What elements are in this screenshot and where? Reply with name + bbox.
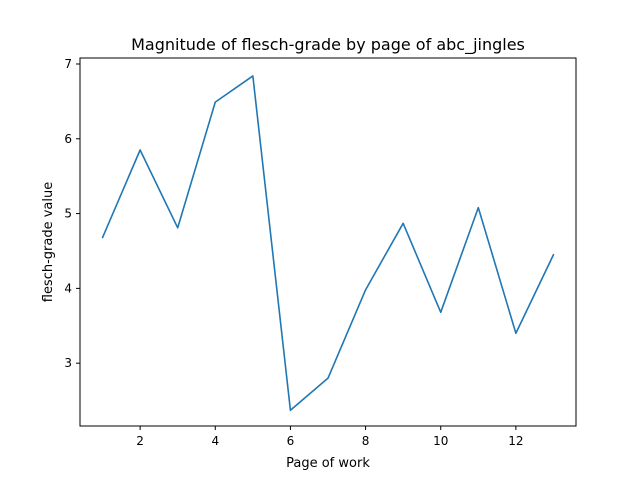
y-tick-label: 4 bbox=[64, 281, 72, 295]
y-axis: 3 4 5 6 7 bbox=[64, 57, 80, 370]
x-axis: 2 4 6 8 10 12 bbox=[136, 426, 524, 448]
axes-frame bbox=[79, 57, 577, 427]
y-tick-label: 6 bbox=[64, 132, 72, 146]
x-tick-label: 12 bbox=[508, 434, 523, 448]
x-tick-label: 4 bbox=[211, 434, 219, 448]
x-axis-label: Page of work bbox=[286, 456, 370, 471]
x-tick-label: 8 bbox=[362, 434, 370, 448]
x-tick-label: 10 bbox=[433, 434, 448, 448]
plot-area bbox=[101, 75, 555, 412]
x-tick-label: 6 bbox=[287, 434, 295, 448]
y-axis-label: flesch-grade value bbox=[41, 182, 56, 303]
x-tick-label: 2 bbox=[136, 434, 144, 448]
y-tick-label: 5 bbox=[64, 207, 72, 221]
y-tick-label: 7 bbox=[64, 57, 72, 71]
chart-title: Magnitude of flesch-grade by page of abc… bbox=[131, 35, 525, 55]
y-tick-label: 3 bbox=[64, 356, 72, 370]
